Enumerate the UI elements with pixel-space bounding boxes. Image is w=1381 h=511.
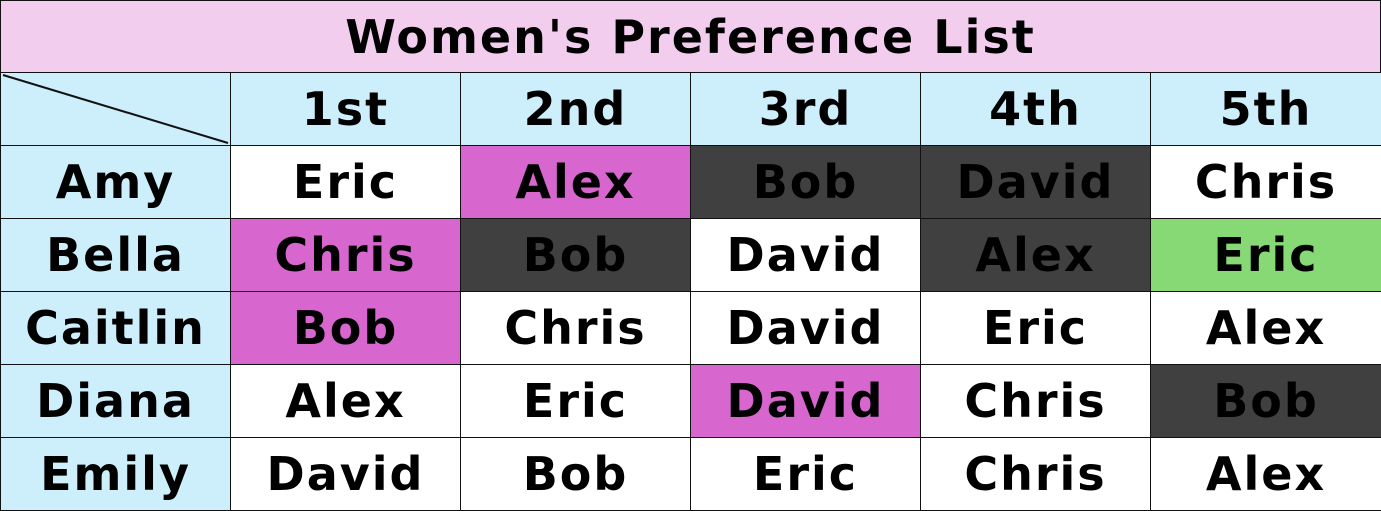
table-row: Bella Chris Bob David Alex Eric [1, 219, 1381, 292]
row-header: Amy [1, 146, 231, 219]
column-header: 3rd [691, 73, 921, 146]
header-row: 1st 2nd 3rd 4th 5th [1, 73, 1381, 146]
column-header: 2nd [461, 73, 691, 146]
preference-cell: Bob [231, 292, 461, 365]
table-row: Diana Alex Eric David Chris Bob [1, 365, 1381, 438]
preference-cell: Chris [461, 292, 691, 365]
preference-cell: Eric [921, 292, 1151, 365]
corner-cell [1, 73, 231, 146]
preference-cell: Bob [1151, 365, 1381, 438]
column-header: 4th [921, 73, 1151, 146]
preference-table: 1st 2nd 3rd 4th 5th Amy Eric Alex Bob Da… [0, 72, 1381, 511]
preference-cell: Alex [1151, 438, 1381, 511]
column-header: 5th [1151, 73, 1381, 146]
preference-cell: Alex [231, 365, 461, 438]
preference-cell: Chris [231, 219, 461, 292]
preference-cell: Alex [1151, 292, 1381, 365]
preference-cell: Chris [921, 438, 1151, 511]
preference-cell: Bob [691, 146, 921, 219]
preference-cell: Eric [691, 438, 921, 511]
preference-cell: David [691, 219, 921, 292]
row-header: Bella [1, 219, 231, 292]
preference-cell: Eric [461, 365, 691, 438]
row-header: Caitlin [1, 292, 231, 365]
preference-cell: Alex [921, 219, 1151, 292]
preference-cell: David [691, 365, 921, 438]
table-row: Amy Eric Alex Bob David Chris [1, 146, 1381, 219]
preference-cell: Bob [461, 438, 691, 511]
preference-cell: Eric [1151, 219, 1381, 292]
column-header: 1st [231, 73, 461, 146]
preference-cell: David [921, 146, 1151, 219]
diagonal-divider [1, 73, 230, 145]
table-row: Caitlin Bob Chris David Eric Alex [1, 292, 1381, 365]
table-title: Women's Preference List [0, 0, 1381, 73]
table-row: Emily David Bob Eric Chris Alex [1, 438, 1381, 511]
preference-cell: Bob [461, 219, 691, 292]
preference-cell: Chris [921, 365, 1151, 438]
preference-cell: Alex [461, 146, 691, 219]
preference-cell: Eric [231, 146, 461, 219]
preference-cell: David [691, 292, 921, 365]
preference-cell: Chris [1151, 146, 1381, 219]
row-header: Emily [1, 438, 231, 511]
row-header: Diana [1, 365, 231, 438]
preference-cell: David [231, 438, 461, 511]
